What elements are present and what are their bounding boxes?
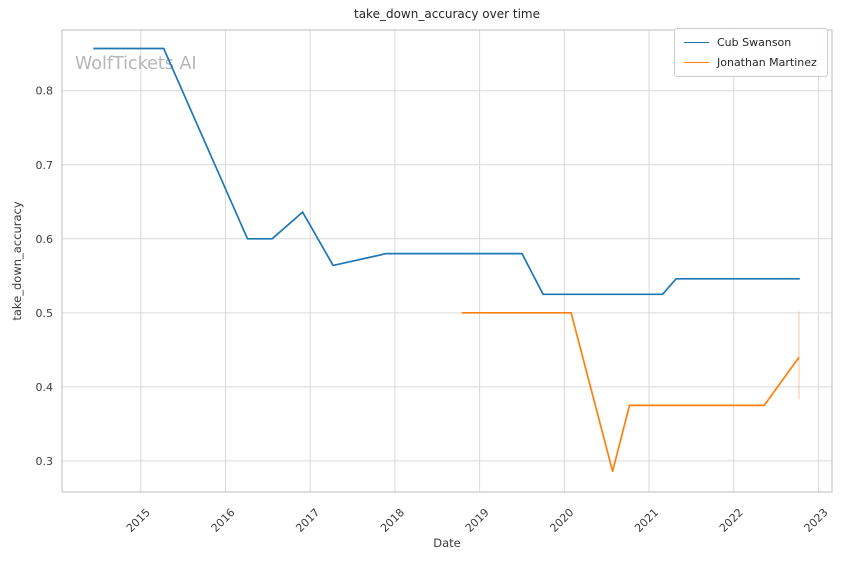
- x-tick-label: 2019: [463, 506, 492, 535]
- x-axis-label: Date: [433, 536, 461, 550]
- y-tick-label: 0.5: [36, 307, 54, 320]
- x-tick-label: 2018: [378, 506, 407, 535]
- x-tick-label: 2022: [717, 506, 746, 535]
- watermark-text: WolfTickets AI: [75, 54, 197, 74]
- x-tick-label: 2020: [547, 506, 576, 535]
- legend-line-swatch-blue: [684, 42, 709, 43]
- y-tick-label: 0.4: [36, 381, 54, 394]
- legend: Cub Swanson Jonathan Martinez: [674, 28, 828, 77]
- y-axis-label: take_down_accuracy: [10, 201, 24, 321]
- legend-item-cub-swanson: Cub Swanson: [684, 35, 817, 50]
- y-tick-label: 0.3: [36, 455, 54, 468]
- legend-label-cub-swanson: Cub Swanson: [717, 36, 792, 49]
- legend-item-jonathan-martinez: Jonathan Martinez: [684, 55, 817, 70]
- legend-line-swatch-orange: [684, 62, 709, 63]
- x-tick-label: 2017: [293, 506, 322, 535]
- watermark-layer: WolfTickets AI: [75, 54, 197, 74]
- series-line-cub-swanson: [93, 47, 800, 296]
- legend-label-jonathan-martinez: Jonathan Martinez: [717, 56, 817, 69]
- grid-layer: [62, 30, 832, 492]
- x-tick-label: 2021: [632, 506, 661, 535]
- y-tick-label: 0.6: [36, 233, 54, 246]
- tick-labels-layer: 2015 2016 2017 2018 2019 2020 2021 2022 2023 0.3 0…: [36, 85, 831, 535]
- series-layer: [93, 47, 800, 473]
- frame-layer: [61, 29, 833, 493]
- y-tick-label: 0.7: [36, 159, 54, 172]
- chart-title: take_down_accuracy over time: [354, 7, 540, 21]
- y-tick-label: 0.8: [36, 85, 54, 98]
- series-line-jonathan-martinez: [461, 311, 800, 473]
- plot-frame: [61, 29, 833, 493]
- x-tick-label: 2015: [124, 506, 153, 535]
- x-tick-label: 2023: [802, 506, 831, 535]
- x-tick-label: 2016: [209, 506, 238, 535]
